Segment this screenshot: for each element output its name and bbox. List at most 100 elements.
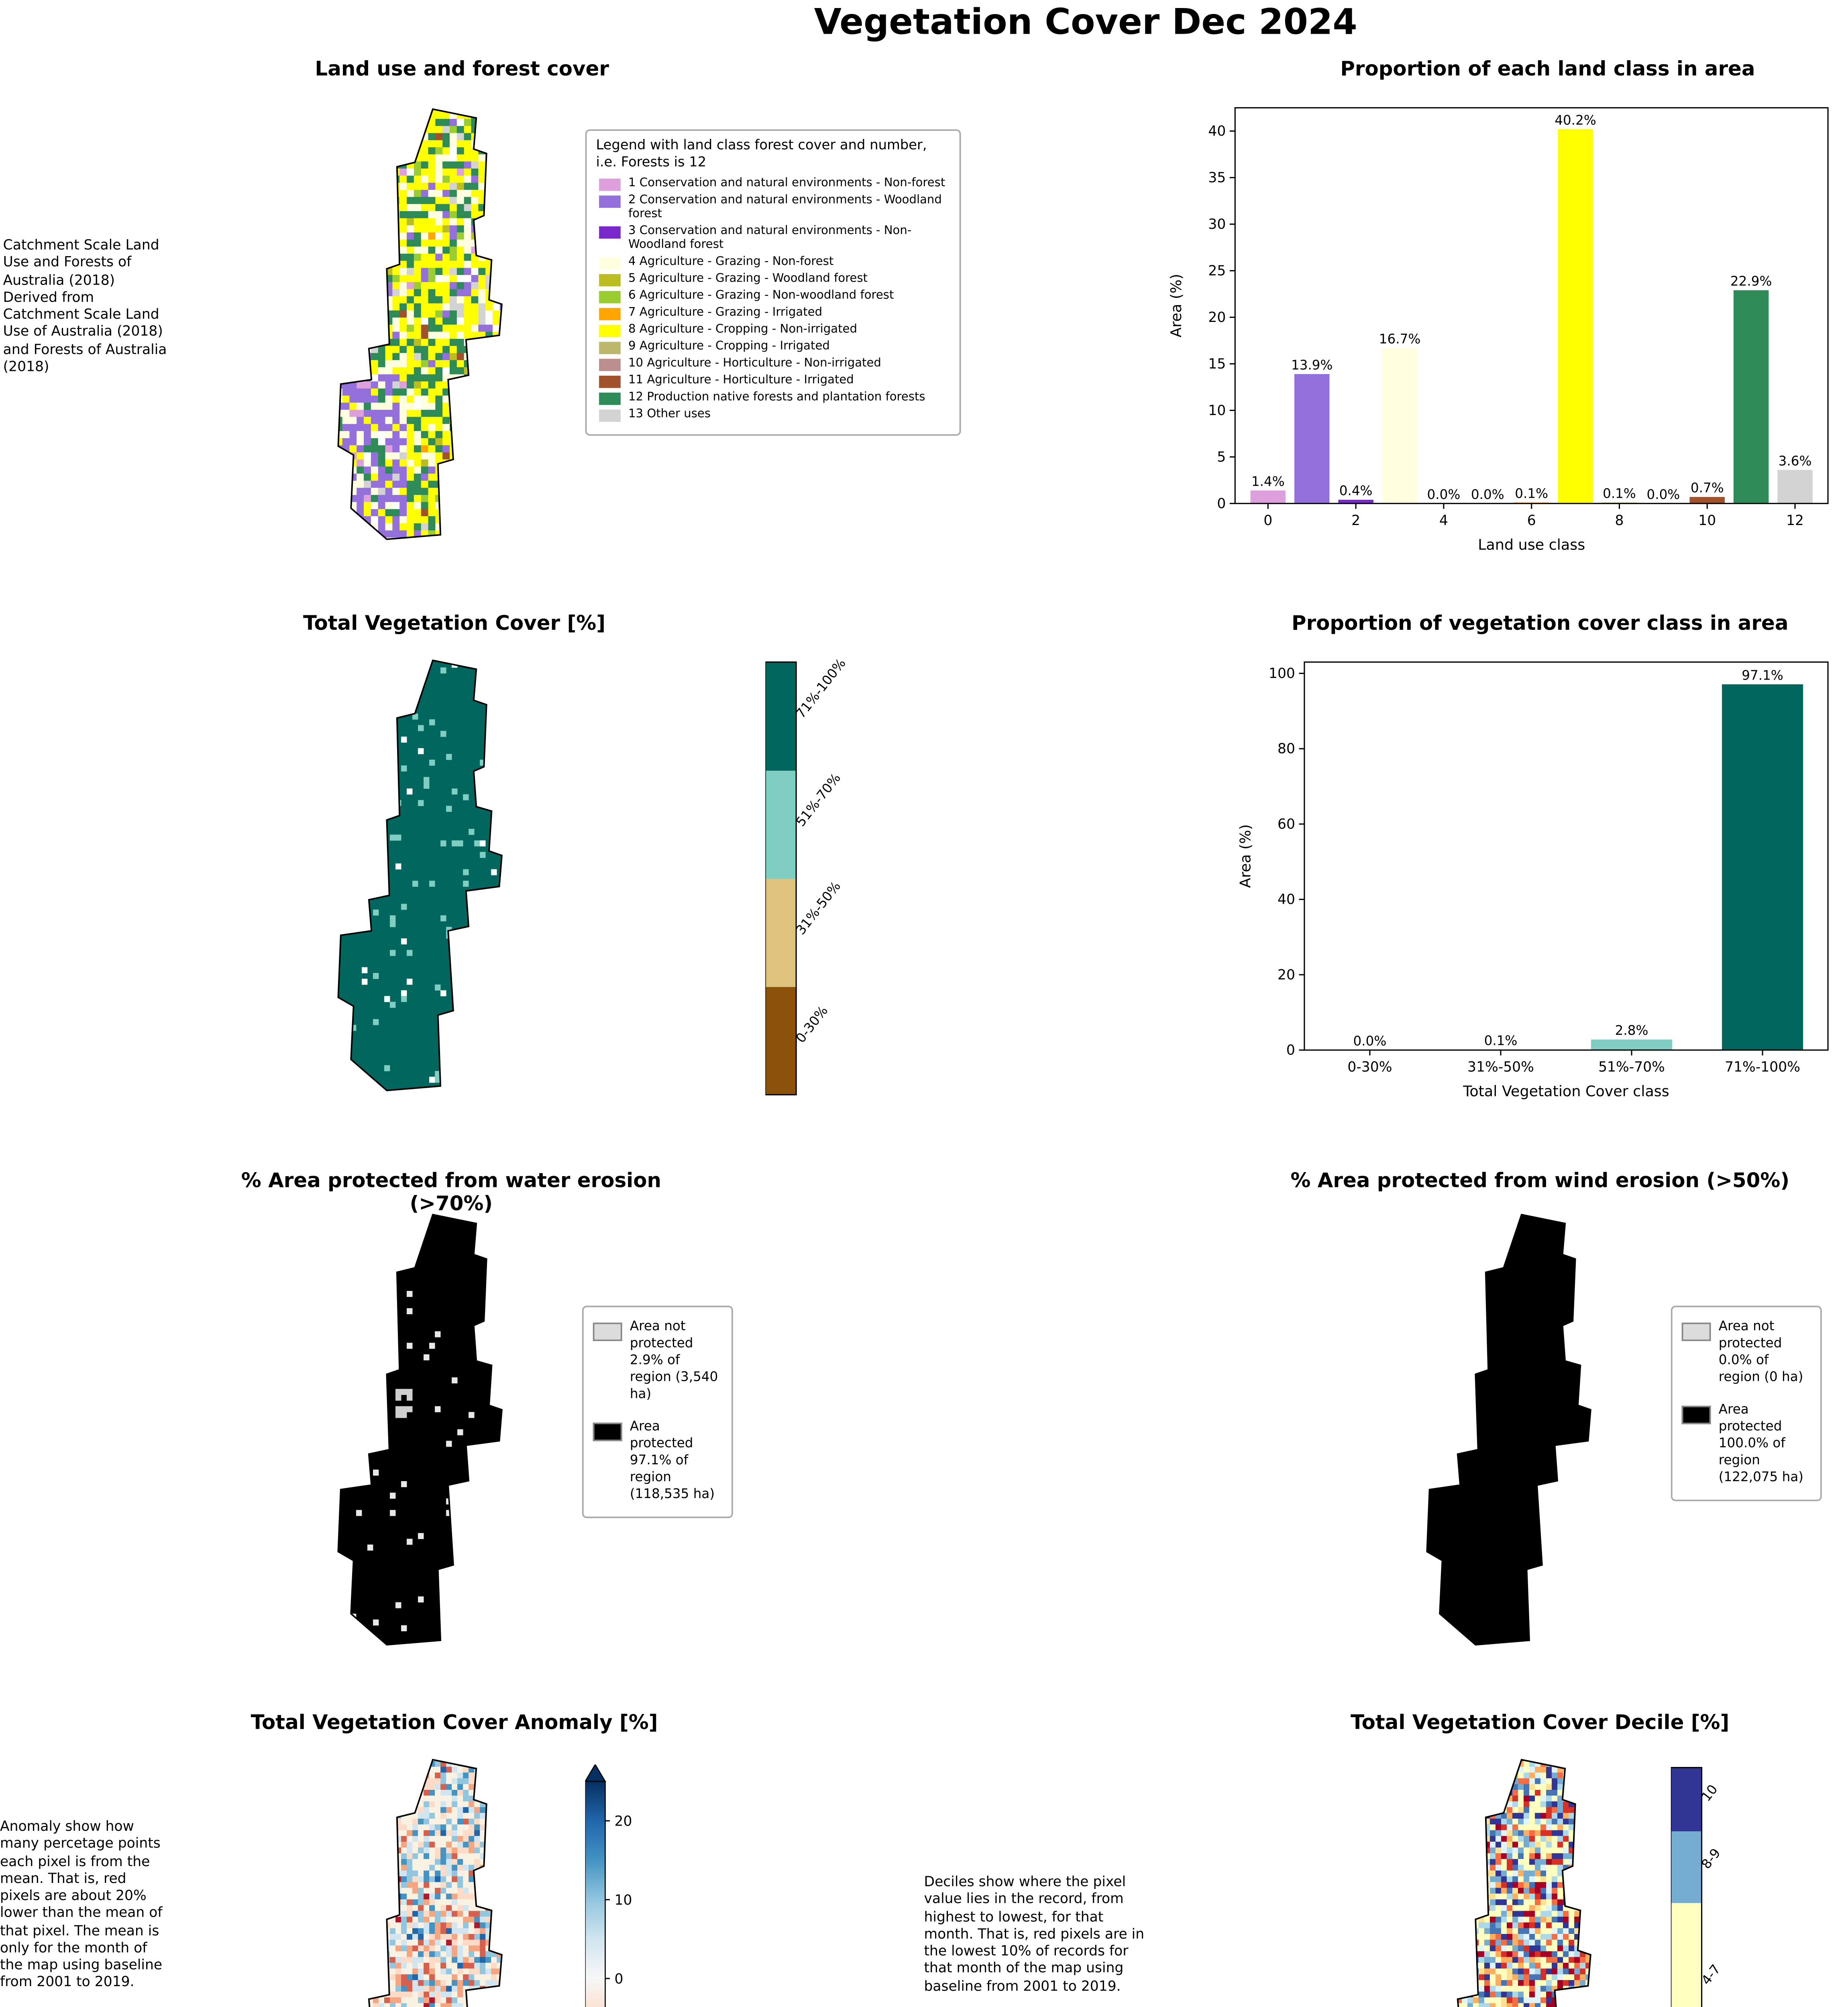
land-use-source-note: Catchment Scale Land Use and Forests of … — [3, 238, 167, 375]
land-use-legend-item: 4 Agriculture - Grazing - Non-forest — [596, 254, 950, 269]
wind-erosion-map — [1409, 1210, 1665, 1654]
water-protected-entry: Area protected 97.1% of region (118,535 … — [593, 1420, 722, 1505]
svg-text:1.4%: 1.4% — [1251, 474, 1285, 489]
water-erosion-legend: Area not protected 2.9% of region (3,540… — [582, 1305, 733, 1519]
svg-text:20: 20 — [1208, 309, 1226, 326]
legend-swatch — [599, 409, 621, 422]
legend-swatch — [599, 257, 621, 269]
svg-text:0: 0 — [1286, 1042, 1295, 1058]
land-use-legend: Legend with land class forest cover and … — [585, 129, 961, 436]
svg-text:31%-50%: 31%-50% — [1467, 1059, 1534, 1075]
svg-text:35: 35 — [1208, 170, 1226, 186]
legend-label: 13 Other uses — [628, 406, 711, 420]
svg-text:10: 10 — [1698, 513, 1716, 529]
svg-text:0-30%: 0-30% — [793, 1003, 831, 1046]
legend-label: 5 Agriculture - Grazing - Woodland fores… — [628, 271, 868, 285]
protected-swatch — [1681, 1406, 1711, 1425]
legend-label: 8 Agriculture - Cropping - Non-irrigated — [628, 322, 857, 336]
legend-label: 6 Agriculture - Grazing - Non-woodland f… — [628, 287, 894, 302]
svg-text:5: 5 — [1217, 449, 1226, 465]
veg-cover-colorbar: 0-30% 31%-50% 51%-70% 71%-100% — [765, 659, 849, 1095]
svg-text:10: 10 — [614, 1892, 632, 1908]
land-use-legend-item: 2 Conservation and natural environments … — [596, 192, 950, 222]
svg-text:Area (%): Area (%) — [1237, 824, 1254, 888]
svg-text:0.0%: 0.0% — [1646, 487, 1680, 502]
svg-text:0.0%: 0.0% — [1353, 1034, 1387, 1049]
svg-text:22.9%: 22.9% — [1730, 274, 1772, 289]
legend-label: 1 Conservation and natural environments … — [628, 175, 945, 190]
svg-text:2: 2 — [1351, 513, 1360, 529]
anomaly-map — [338, 1755, 576, 2007]
legend-swatch — [599, 392, 621, 405]
svg-text:51%-70%: 51%-70% — [793, 770, 844, 829]
svg-text:8: 8 — [1615, 513, 1624, 529]
svg-text:40.2%: 40.2% — [1555, 112, 1596, 128]
legend-swatch — [599, 307, 621, 320]
legend-label: 12 Production native forests and plantat… — [628, 389, 925, 403]
svg-text:4: 4 — [1439, 513, 1448, 529]
decile-map — [1427, 1755, 1665, 2007]
svg-text:51%-70%: 51%-70% — [1598, 1059, 1665, 1075]
legend-swatch — [599, 195, 621, 208]
svg-text:13.9%: 13.9% — [1291, 357, 1333, 372]
land-use-legend-item: 8 Agriculture - Cropping - Non-irrigated — [596, 322, 950, 337]
svg-text:16.7%: 16.7% — [1379, 331, 1421, 346]
not-protected-label: Area not protected 0.0% of region (0 ha) — [1718, 1319, 1803, 1386]
anomaly-panel-title: Total Vegetation Cover Anomaly [%] — [251, 1712, 658, 1735]
wind-protected-entry: Area protected 100.0% of region (122,075… — [1681, 1403, 1811, 1488]
land-use-legend-title: Legend with land class forest cover and … — [596, 138, 927, 171]
legend-label: 2 Conservation and natural environments … — [628, 192, 942, 220]
land-use-legend-item: 10 Agriculture - Horticulture - Non-irri… — [596, 355, 950, 371]
legend-label: 10 Agriculture - Horticulture - Non-irri… — [628, 355, 881, 370]
land-use-legend-item: 11 Agriculture - Horticulture - Irrigate… — [596, 372, 950, 388]
legend-label: 3 Conservation and natural environments … — [628, 223, 912, 251]
svg-text:0: 0 — [1217, 496, 1226, 512]
land-use-panel-title: Land use and forest cover — [315, 58, 609, 82]
svg-text:Total Vegetation Cover class: Total Vegetation Cover class — [1463, 1083, 1669, 1100]
svg-text:80: 80 — [1278, 741, 1295, 757]
decile-panel-title: Total Vegetation Cover Decile [%] — [1351, 1712, 1730, 1735]
decile-note: Deciles show where the pixel value lies … — [924, 1875, 1145, 1995]
protected-swatch — [593, 1423, 622, 1442]
svg-text:0.0%: 0.0% — [1427, 487, 1461, 502]
svg-text:0.0%: 0.0% — [1471, 487, 1504, 502]
svg-text:15: 15 — [1208, 356, 1226, 372]
legend-label: 7 Agriculture - Grazing - Irrigated — [628, 305, 823, 319]
water-not-protected-entry: Area not protected 2.9% of region (3,540… — [593, 1319, 722, 1404]
land-use-legend-item: 12 Production native forests and plantat… — [596, 389, 950, 405]
svg-text:20: 20 — [1278, 967, 1295, 983]
svg-text:0.1%: 0.1% — [1515, 486, 1548, 501]
protected-label: Area protected 97.1% of region (118,535 … — [630, 1420, 715, 1504]
svg-text:71%-100%: 71%-100% — [1725, 1059, 1800, 1075]
legend-swatch — [599, 226, 621, 239]
svg-text:40: 40 — [1278, 892, 1295, 908]
legend-label: 9 Agriculture - Cropping - Irrigated — [628, 338, 830, 353]
land-use-legend-items: 1 Conservation and natural environments … — [596, 175, 950, 422]
legend-label: 11 Agriculture - Horticulture - Irrigate… — [628, 372, 854, 387]
land-use-legend-item: 5 Agriculture - Grazing - Woodland fores… — [596, 271, 950, 287]
svg-text:12: 12 — [1786, 513, 1804, 529]
svg-text:Land use class: Land use class — [1478, 536, 1585, 553]
svg-text:60: 60 — [1278, 816, 1295, 832]
not-protected-swatch — [593, 1322, 622, 1341]
water-erosion-map — [320, 1210, 576, 1654]
land-use-legend-item: 13 Other uses — [596, 406, 950, 422]
decile-colorbar: 12-34-78-910 — [1671, 1767, 1724, 2007]
land-class-chart-title: Proportion of each land class in area — [1340, 58, 1755, 82]
legend-swatch — [599, 324, 621, 337]
legend-swatch — [599, 179, 621, 191]
legend-swatch — [599, 274, 621, 287]
land-use-legend-item: 6 Agriculture - Grazing - Non-woodland f… — [596, 287, 950, 303]
land-use-legend-item: 9 Agriculture - Cropping - Irrigated — [596, 338, 950, 354]
svg-text:71%-100%: 71%-100% — [793, 659, 849, 721]
svg-text:0: 0 — [614, 1971, 623, 1987]
svg-text:3.6%: 3.6% — [1779, 453, 1812, 468]
svg-text:0.1%: 0.1% — [1603, 486, 1636, 501]
svg-text:25: 25 — [1208, 263, 1226, 279]
legend-swatch — [599, 375, 621, 388]
wind-not-protected-entry: Area not protected 0.0% of region (0 ha) — [1681, 1319, 1811, 1387]
svg-text:30: 30 — [1208, 216, 1226, 232]
wind-erosion-legend: Area not protected 0.0% of region (0 ha)… — [1671, 1305, 1822, 1502]
